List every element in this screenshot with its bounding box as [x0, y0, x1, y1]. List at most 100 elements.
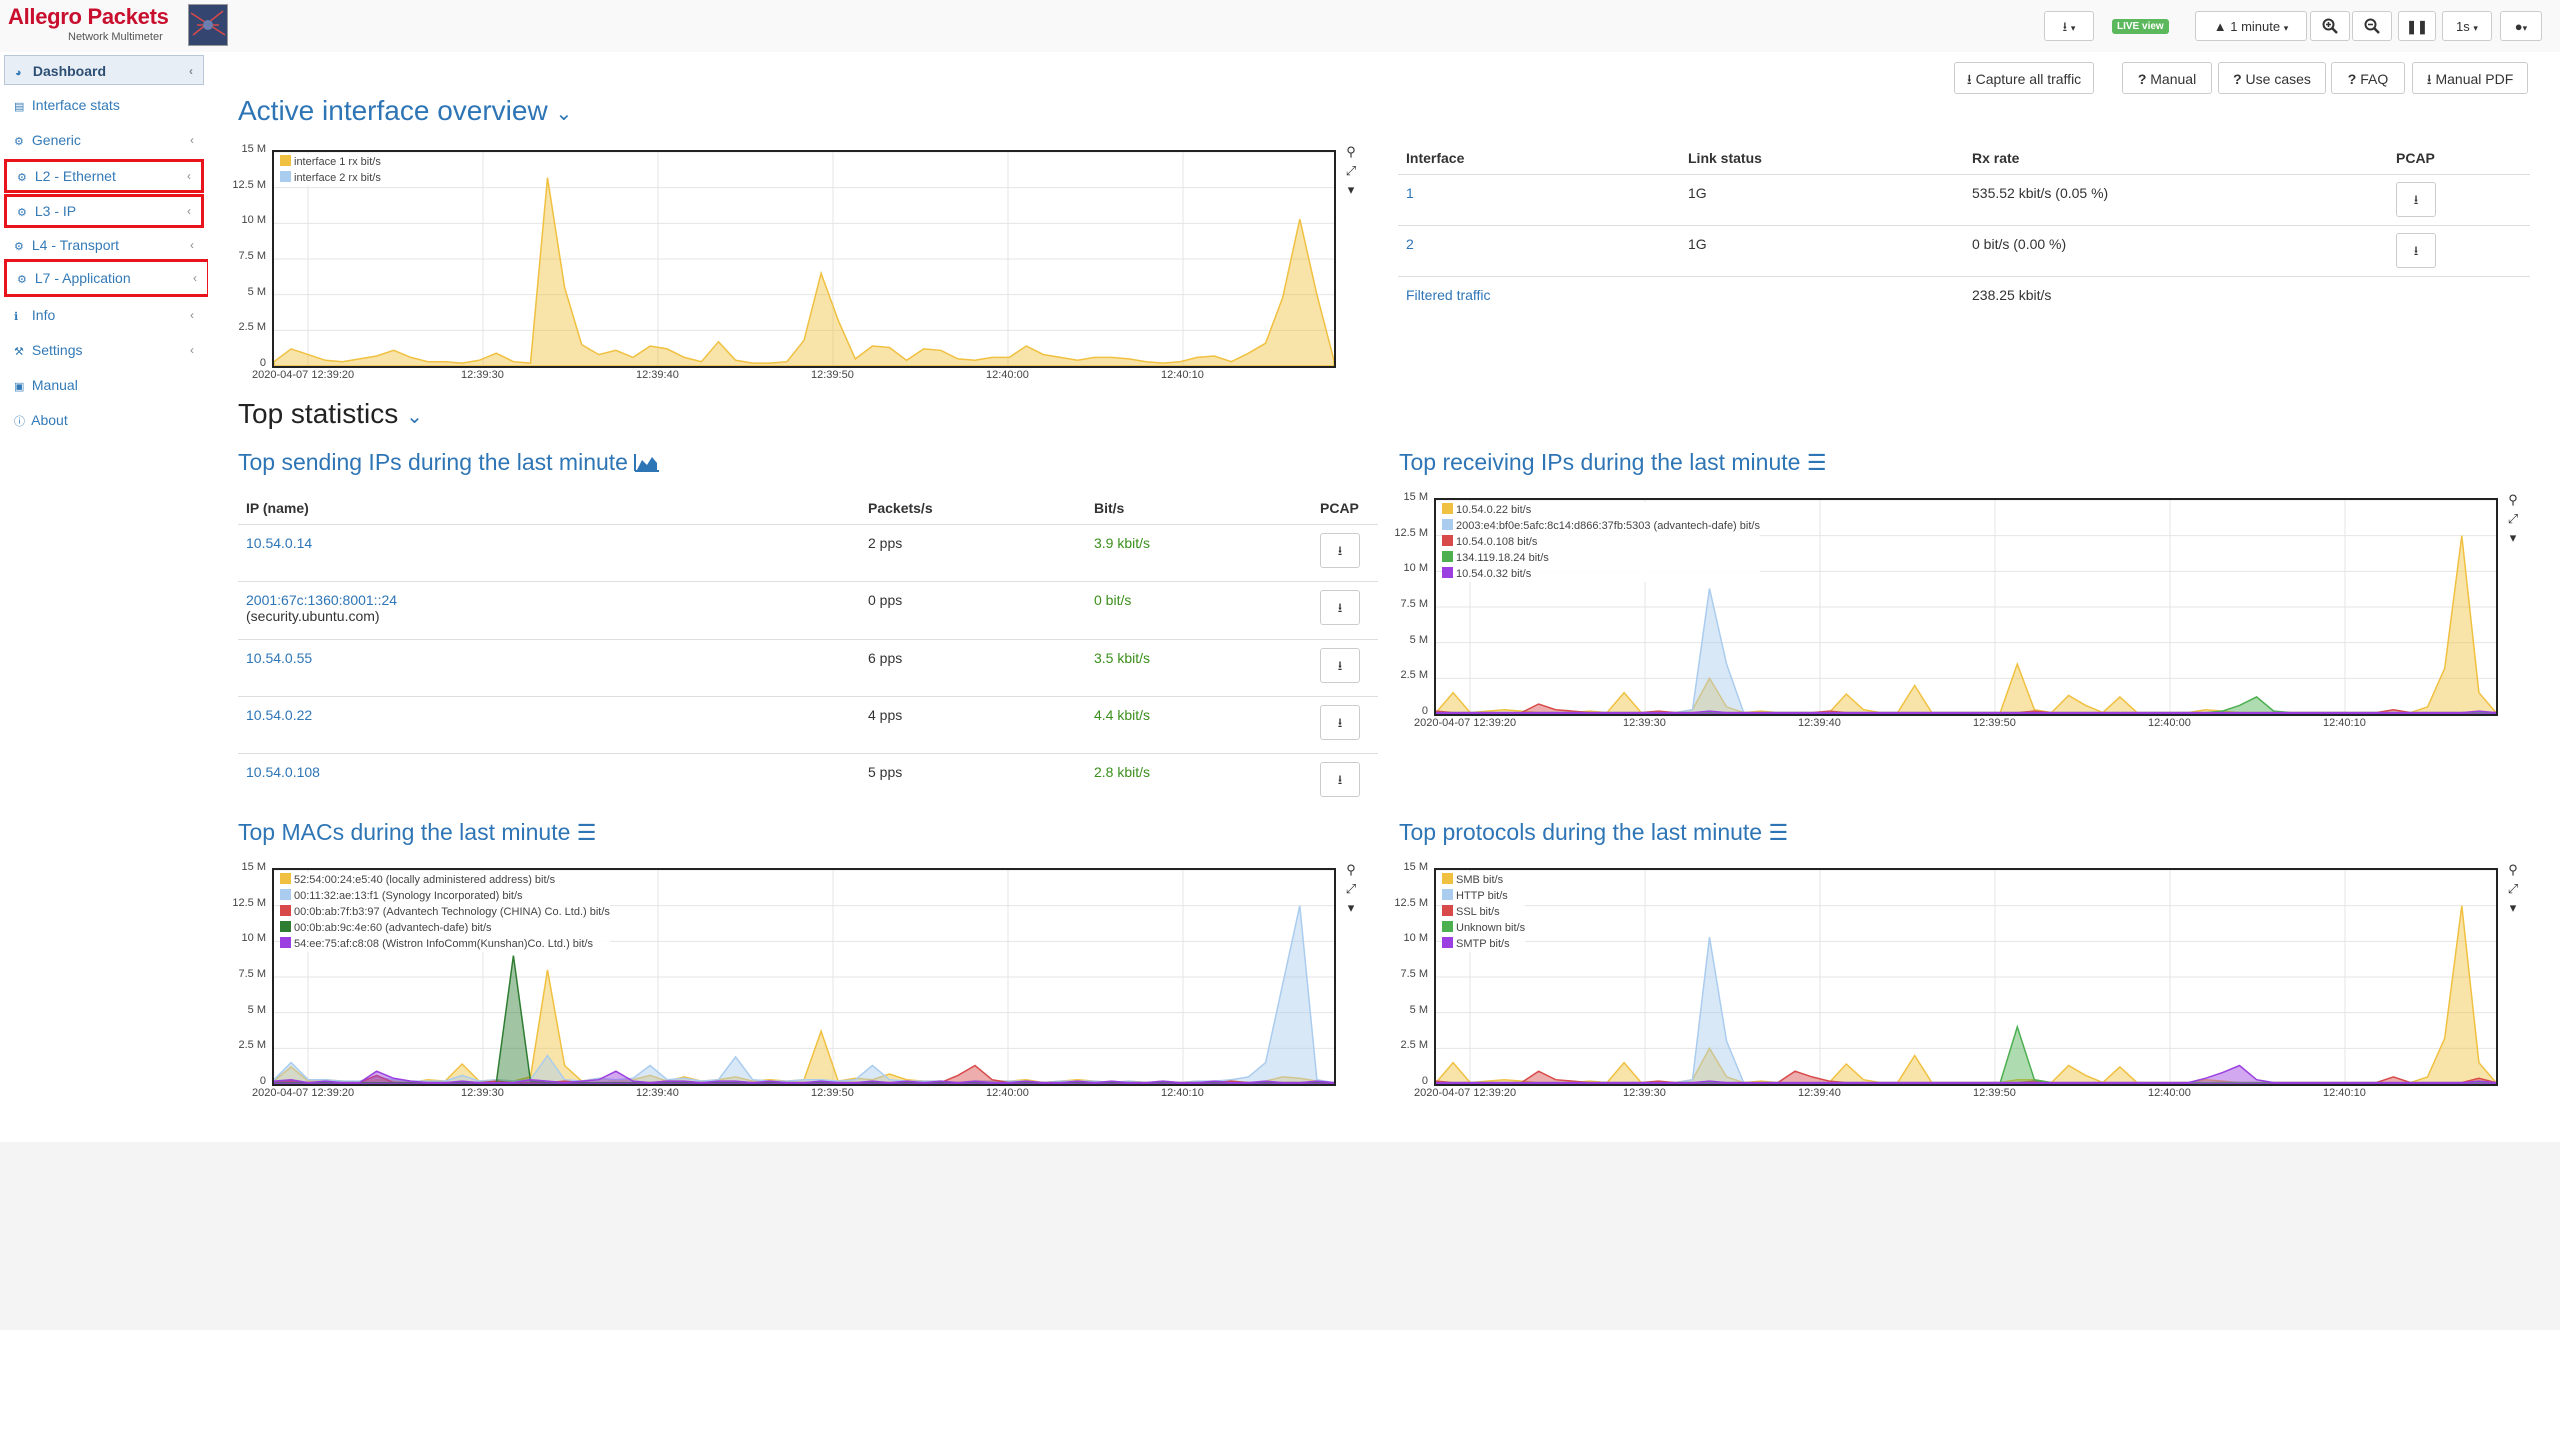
pcap-download-button[interactable]: ⭳ — [1320, 761, 1360, 797]
legend-entry[interactable]: 10.54.0.32 bit/s — [1442, 566, 1760, 582]
legend-entry[interactable]: 52:54:00:24:e5:40 (locally administered … — [280, 872, 610, 888]
chart-menu-icon[interactable]: ▾ — [1347, 900, 1355, 915]
legend-entry[interactable]: SMB bit/s — [1442, 872, 1525, 888]
manual-button[interactable]: ? Manual — [2122, 62, 2212, 94]
legend-entry[interactable]: interface 1 rx bit/s — [280, 154, 381, 170]
chart-plot-area[interactable] — [1434, 868, 2498, 1086]
x-tick-label: 12:39:40 — [636, 1087, 679, 1099]
legend-entry[interactable]: HTTP bit/s — [1442, 888, 1525, 904]
series-area — [274, 177, 1334, 366]
sidebar-item-info[interactable]: ℹ Info ‹ — [4, 300, 204, 330]
chart-reset-zoom-icon[interactable]: ⤢ — [2507, 511, 2519, 526]
capture-all-traffic-button[interactable]: ⭳ Capture all traffic — [1954, 62, 2094, 94]
chart-zoom-icon[interactable]: ⚲ — [1346, 862, 1356, 877]
overview-title[interactable]: Active interface overview ⌄ — [238, 95, 572, 127]
pcap-download-button[interactable]: ⭳ — [1320, 589, 1360, 625]
pause-icon: ❚❚ — [2406, 19, 2428, 34]
legend-entry[interactable]: SSL bit/s — [1442, 904, 1525, 920]
top-sending-title[interactable]: Top sending IPs during the last minute — [238, 449, 660, 476]
sidebar-item-l4-transport[interactable]: ⚙ L4 - Transport ‹ — [4, 230, 204, 260]
top-protocols-title[interactable]: Top protocols during the last minute ☰ — [1399, 819, 1788, 846]
y-tick-label: 15 M — [241, 861, 266, 873]
sidebar-item-about[interactable]: ⓘ About — [4, 405, 204, 435]
interval-dropdown[interactable]: 1s ▾ — [2442, 11, 2492, 41]
chart-menu-icon[interactable]: ▾ — [2509, 530, 2517, 545]
y-tick-label: 12.5 M — [1394, 526, 1428, 539]
legend-entry[interactable]: 00:0b:ab:7f:b3:97 (Advantech Technology … — [280, 904, 610, 920]
pcap-download-button[interactable]: ⭳ — [2396, 181, 2436, 217]
ip-link[interactable]: 10.54.0.55 — [246, 649, 313, 666]
sidebar-item-interface-stats[interactable]: ▤ Interface stats — [4, 90, 204, 120]
chart-reset-zoom-icon[interactable]: ⤢ — [1345, 163, 1357, 178]
sidebar-item-l7-application[interactable]: ⚙ L7 - Application ‹ — [4, 259, 210, 297]
list-icon: ☰ — [1768, 820, 1789, 845]
use-cases-button[interactable]: ? Use cases — [2218, 62, 2326, 94]
chart-reset-zoom-icon[interactable]: ⤢ — [1345, 881, 1357, 896]
ip-link[interactable]: 2001:67c:1360:8001::24 — [246, 591, 398, 608]
x-tick-label: 12:40:10 — [2323, 717, 2366, 729]
legend-entry[interactable]: SMTP bit/s — [1442, 936, 1525, 952]
legend-label: 54:ee:75:af:c8:08 (Wistron InfoComm(Kuns… — [294, 938, 593, 950]
top-macs-title[interactable]: Top MACs during the last minute ☰ — [238, 819, 597, 846]
manual-pdf-button[interactable]: ⭳ Manual PDF — [2412, 62, 2528, 94]
info-icon: ℹ — [14, 311, 19, 323]
sidebar-item-dashboard[interactable]: ◕ Dashboard ‹ — [4, 55, 204, 85]
user-menu-button[interactable]: ●▾ — [2500, 11, 2542, 41]
chart-plot-area[interactable] — [272, 150, 1336, 368]
zoom-out-button[interactable] — [2352, 11, 2392, 41]
top-statistics-title[interactable]: Top statistics ⌄ — [238, 398, 423, 430]
legend-label: SMTP bit/s — [1456, 938, 1510, 950]
legend-entry[interactable]: interface 2 rx bit/s — [280, 170, 381, 186]
x-tick-label: 12:39:50 — [1973, 717, 2016, 729]
download-icon: ⭳ — [1337, 714, 1343, 730]
chart-menu-icon[interactable]: ▾ — [1347, 182, 1355, 197]
series-area — [274, 1070, 1334, 1084]
sidebar-item-generic[interactable]: ⚙ Generic ‹ — [4, 125, 204, 155]
y-tick-label: 10 M — [241, 932, 266, 945]
download-menu-button[interactable]: ⭳ ▾ — [2044, 11, 2094, 41]
sidebar-item-settings[interactable]: ⚒ Settings ‹ — [4, 335, 204, 365]
chart-zoom-icon[interactable]: ⚲ — [2508, 492, 2518, 507]
interface-link[interactable]: 2 — [1406, 235, 1414, 252]
sidebar-item-manual[interactable]: ▣ Manual — [4, 370, 204, 400]
live-view-badge[interactable]: LIVE view — [2112, 19, 2169, 34]
interval-label: 1s — [2456, 19, 2470, 34]
series-area — [1436, 936, 2496, 1084]
sidebar-item-l2-ethernet[interactable]: ⚙ L2 - Ethernet ‹ — [4, 159, 204, 193]
ip-link[interactable]: 10.54.0.22 — [246, 706, 313, 723]
legend-entry[interactable]: 54:ee:75:af:c8:08 (Wistron InfoComm(Kuns… — [280, 936, 610, 952]
pcap-download-button[interactable]: ⭳ — [1320, 704, 1360, 740]
pause-button[interactable]: ❚❚ — [2398, 11, 2436, 41]
timespan-dropdown[interactable]: ▲ 1 minute ▾ — [2195, 11, 2307, 41]
chart-menu-icon[interactable]: ▾ — [2509, 900, 2517, 915]
top-sending-table: IP (name) Packets/s Bit/s PCAP 10.54.0.1… — [238, 492, 1378, 810]
filtered-traffic-link[interactable]: Filtered traffic — [1406, 286, 1491, 303]
legend-entry[interactable]: 00:11:32:ae:13:f1 (Synology Incorporated… — [280, 888, 610, 904]
top-receiving-title[interactable]: Top receiving IPs during the last minute… — [1399, 449, 1827, 476]
legend-entry[interactable]: 10.54.0.22 bit/s — [1442, 502, 1760, 518]
faq-button[interactable]: ? FAQ — [2331, 62, 2405, 94]
pcap-download-button[interactable]: ⭳ — [1320, 647, 1360, 683]
chart-reset-zoom-icon[interactable]: ⤢ — [2507, 881, 2519, 896]
legend-entry[interactable]: 2003:e4:bf0e:5afc:8c14:d866:37fb:5303 (a… — [1442, 518, 1760, 534]
ip-link[interactable]: 10.54.0.14 — [246, 534, 313, 551]
pcap-download-button[interactable]: ⭳ — [1320, 532, 1360, 568]
legend-swatch — [1442, 905, 1453, 916]
zoom-in-button[interactable] — [2310, 11, 2350, 41]
legend-entry[interactable]: 134.119.18.24 bit/s — [1442, 550, 1760, 566]
chart-zoom-icon[interactable]: ⚲ — [2508, 862, 2518, 877]
gear-icon: ⚙ — [14, 136, 24, 148]
legend-entry[interactable]: 00:0b:ab:9c:4e:60 (advantech-dafe) bit/s — [280, 920, 610, 936]
legend-entry[interactable]: 10.54.0.108 bit/s — [1442, 534, 1760, 550]
pcap-download-button[interactable]: ⭳ — [2396, 232, 2436, 268]
ip-link[interactable]: 10.54.0.108 — [246, 763, 320, 780]
legend-entry[interactable]: Unknown bit/s — [1442, 920, 1525, 936]
download-icon: ⭳ — [2062, 19, 2068, 34]
y-tick-label: 12.5 M — [232, 178, 266, 191]
brand[interactable]: Allegro Packets Network Multimeter — [8, 4, 169, 43]
legend-swatch — [1442, 889, 1453, 900]
interface-link[interactable]: 1 — [1406, 184, 1414, 201]
link-status: 1G — [1688, 225, 1972, 277]
sidebar-item-l3-ip[interactable]: ⚙ L3 - IP ‹ — [4, 194, 204, 228]
chart-zoom-icon[interactable]: ⚲ — [1346, 144, 1356, 159]
